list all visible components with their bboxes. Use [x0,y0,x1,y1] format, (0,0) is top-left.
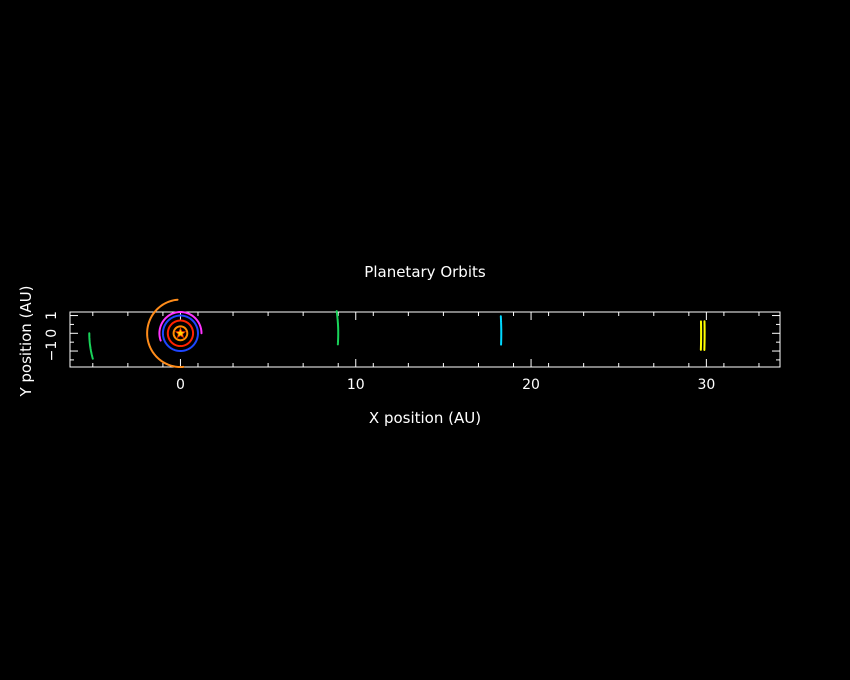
plot-frame [69,311,781,368]
sun-star-icon [174,327,187,339]
x-tick-label: 20 [522,377,540,393]
plot-axes [69,311,781,368]
axis-ticks: 0 10 20 30 −1 0 1 [44,311,780,393]
orbit-line [161,314,199,353]
y-tick-label: 0 [44,329,60,338]
orbit-line [166,319,195,348]
orbit-line [172,325,189,342]
x-tick-label: 10 [347,377,365,393]
sun-marker [174,327,187,339]
y-tick-label: −1 [44,341,60,362]
chart-title: Planetary Orbits [364,263,486,281]
y-tick-label: 1 [44,311,60,320]
orbit-line [335,310,340,346]
x-tick-label: 30 [697,377,715,393]
orbit-series [88,298,706,368]
x-axis-label: X position (AU) [369,409,481,427]
orbit-line [146,298,185,368]
y-axis-label: Y position (AU) [17,285,35,397]
orbit-line [88,332,94,360]
orbit-line [158,311,203,342]
x-tick-label: 0 [176,377,185,393]
